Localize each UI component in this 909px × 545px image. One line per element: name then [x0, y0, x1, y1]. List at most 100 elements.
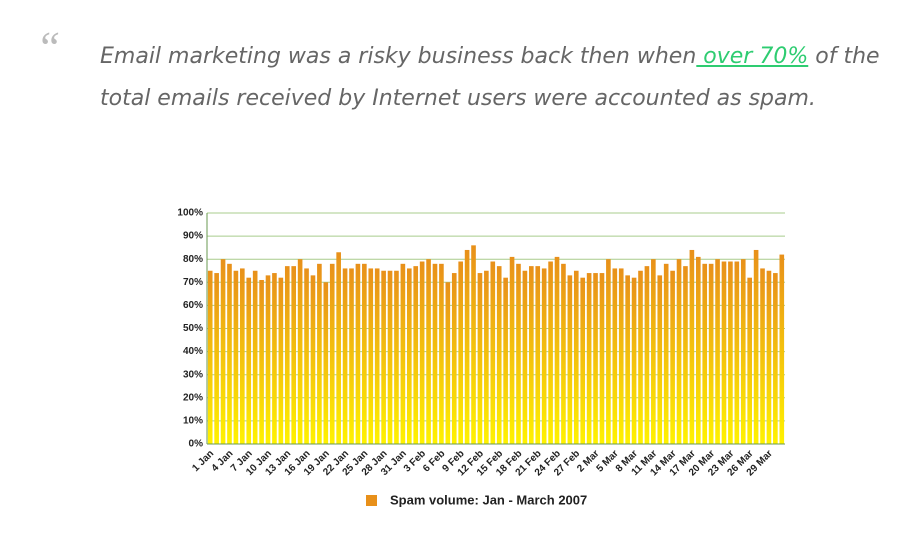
- bar: [535, 266, 541, 444]
- bar: [529, 266, 534, 444]
- bar: [355, 263, 361, 444]
- bar: [618, 268, 624, 444]
- y-tick-label: 20%: [183, 392, 203, 403]
- bar: [612, 268, 618, 444]
- bar: [548, 261, 553, 444]
- bar: [329, 263, 335, 444]
- bar: [676, 259, 682, 444]
- bar: [657, 275, 663, 444]
- bar: [503, 277, 508, 444]
- bar: [406, 268, 412, 444]
- bar: [464, 249, 470, 444]
- bar: [522, 270, 528, 444]
- bar: [728, 261, 733, 444]
- bar: [734, 261, 740, 444]
- bar: [753, 249, 759, 444]
- quote: Email marketing was a risky business bac…: [100, 36, 880, 120]
- bar: [451, 273, 457, 444]
- bar: [214, 273, 219, 444]
- bar: [554, 256, 560, 444]
- quote-text: Email marketing was a risky business bac…: [100, 44, 697, 69]
- bar: [651, 259, 656, 444]
- bar: [516, 263, 521, 444]
- bar: [631, 277, 637, 444]
- bar: [644, 266, 650, 444]
- y-tick-label: 70%: [183, 277, 203, 288]
- bar: [284, 266, 290, 444]
- bar: [663, 263, 669, 444]
- bar: [207, 270, 213, 444]
- bar: [278, 277, 284, 444]
- bar: [220, 259, 226, 444]
- bar: [374, 268, 380, 444]
- bar: [246, 277, 252, 444]
- y-tick-label: 60%: [183, 300, 203, 311]
- bar: [484, 270, 489, 444]
- bar: [567, 275, 573, 444]
- bar: [586, 273, 592, 444]
- bar: [323, 282, 329, 444]
- quote-text: of the total emails received by Internet…: [100, 44, 880, 111]
- bar: [496, 266, 502, 444]
- bar: [349, 268, 354, 444]
- bar: [715, 259, 720, 444]
- bar: [747, 277, 752, 444]
- bar: [387, 270, 393, 444]
- bar: [394, 270, 399, 444]
- bar: [336, 252, 341, 444]
- bar: [240, 268, 245, 444]
- bar: [573, 270, 579, 444]
- bar: [580, 277, 586, 444]
- bar: [272, 273, 277, 444]
- bar: [541, 268, 547, 444]
- bar: [625, 275, 630, 444]
- bar: [740, 259, 746, 444]
- bar: [760, 268, 765, 444]
- legend-label: Spam volume: Jan - March 2007: [390, 492, 587, 507]
- y-tick-label: 30%: [183, 369, 203, 380]
- bar: [561, 263, 566, 444]
- quote-mark: “: [36, 23, 61, 72]
- bar: [304, 268, 309, 444]
- bar: [400, 263, 406, 444]
- bar: [766, 270, 772, 444]
- bar: [689, 249, 695, 444]
- quote-link[interactable]: over 70%: [696, 44, 809, 69]
- y-tick-label: 10%: [183, 416, 203, 427]
- bar: [265, 275, 271, 444]
- legend-swatch: [366, 495, 377, 506]
- bar: [779, 254, 785, 444]
- bar: [683, 266, 688, 444]
- bar: [490, 261, 496, 444]
- bar: [233, 270, 239, 444]
- bar: [702, 263, 708, 444]
- y-tick-label: 80%: [183, 254, 203, 265]
- y-tick-label: 90%: [183, 231, 203, 242]
- bar: [695, 256, 701, 444]
- bar: [362, 263, 367, 444]
- y-tick-label: 0%: [189, 439, 204, 450]
- bar: [413, 266, 419, 444]
- y-tick-label: 100%: [177, 208, 203, 219]
- bar: [773, 273, 778, 444]
- bar: [291, 266, 297, 444]
- bar: [509, 256, 515, 444]
- bar: [670, 270, 675, 444]
- bar: [439, 263, 444, 444]
- bar: [297, 259, 303, 444]
- bar: [708, 263, 714, 444]
- bar: [599, 273, 605, 444]
- bar: [432, 263, 438, 444]
- y-tick-label: 50%: [183, 323, 203, 334]
- bar: [252, 270, 258, 444]
- bar: [721, 261, 727, 444]
- bar: [310, 275, 316, 444]
- bar: [477, 273, 483, 444]
- bar: [342, 268, 348, 444]
- bar: [638, 270, 643, 444]
- bar: [381, 270, 386, 444]
- bar: [368, 268, 374, 444]
- bar: [419, 261, 425, 444]
